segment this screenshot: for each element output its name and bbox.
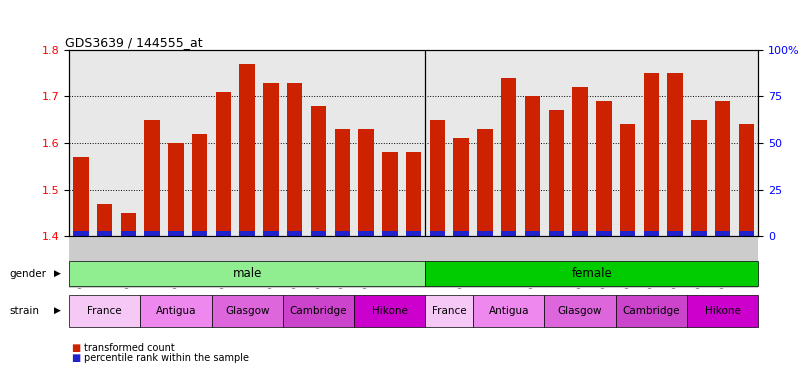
Text: Hikone: Hikone <box>705 306 740 316</box>
Bar <box>192 134 208 236</box>
Bar <box>501 78 517 236</box>
Bar <box>192 230 208 236</box>
Bar <box>358 230 374 236</box>
Text: France: France <box>432 306 466 316</box>
Bar <box>382 152 397 236</box>
Bar <box>644 73 659 236</box>
Bar <box>430 120 445 236</box>
Bar <box>121 213 136 236</box>
Bar <box>596 101 611 236</box>
Bar <box>406 230 422 236</box>
Bar <box>97 230 112 236</box>
Text: Antigua: Antigua <box>156 306 196 316</box>
Text: ■: ■ <box>71 343 80 353</box>
Text: Cambridge: Cambridge <box>290 306 347 316</box>
Bar <box>287 83 303 236</box>
Bar <box>430 230 445 236</box>
Text: ▶: ▶ <box>54 306 61 315</box>
Bar <box>477 230 492 236</box>
Text: France: France <box>88 306 122 316</box>
Bar <box>691 230 706 236</box>
Bar <box>739 230 754 236</box>
Bar <box>264 230 279 236</box>
Bar <box>573 87 588 236</box>
Text: gender: gender <box>10 268 47 279</box>
Bar <box>168 143 183 236</box>
Bar <box>620 230 635 236</box>
Bar <box>358 129 374 236</box>
Bar <box>382 230 397 236</box>
Text: strain: strain <box>10 306 40 316</box>
Bar <box>97 204 112 236</box>
Text: percentile rank within the sample: percentile rank within the sample <box>84 353 249 363</box>
Bar <box>739 124 754 236</box>
Text: female: female <box>572 267 612 280</box>
Text: Antigua: Antigua <box>488 306 529 316</box>
Bar <box>216 92 231 236</box>
Bar <box>144 230 160 236</box>
Bar <box>596 230 611 236</box>
Bar <box>453 138 469 236</box>
Bar <box>525 230 540 236</box>
Bar <box>525 96 540 236</box>
Bar <box>644 230 659 236</box>
Bar <box>239 64 255 236</box>
Bar <box>216 230 231 236</box>
Bar <box>144 120 160 236</box>
Bar <box>335 230 350 236</box>
Bar <box>548 111 564 236</box>
Bar <box>73 230 88 236</box>
Text: male: male <box>233 267 262 280</box>
Text: Glasgow: Glasgow <box>558 306 603 316</box>
Text: Cambridge: Cambridge <box>623 306 680 316</box>
Text: ▶: ▶ <box>54 269 61 278</box>
Text: transformed count: transformed count <box>84 343 175 353</box>
Text: Hikone: Hikone <box>372 306 408 316</box>
Bar <box>311 106 326 236</box>
Bar <box>287 230 303 236</box>
Bar <box>691 120 706 236</box>
Bar <box>548 230 564 236</box>
Text: GDS3639 / 144555_at: GDS3639 / 144555_at <box>66 36 203 49</box>
Text: Glasgow: Glasgow <box>225 306 269 316</box>
Bar <box>573 230 588 236</box>
Bar <box>715 230 731 236</box>
Bar <box>311 230 326 236</box>
Bar <box>406 152 422 236</box>
Bar <box>501 230 517 236</box>
Bar <box>715 101 731 236</box>
Bar <box>264 83 279 236</box>
Bar <box>168 230 183 236</box>
Bar <box>453 230 469 236</box>
Bar <box>667 230 683 236</box>
Text: ■: ■ <box>71 353 80 363</box>
Bar <box>73 157 88 236</box>
Bar <box>620 124 635 236</box>
Bar <box>121 230 136 236</box>
Bar <box>239 230 255 236</box>
Bar <box>335 129 350 236</box>
Bar <box>477 129 492 236</box>
Bar <box>667 73 683 236</box>
